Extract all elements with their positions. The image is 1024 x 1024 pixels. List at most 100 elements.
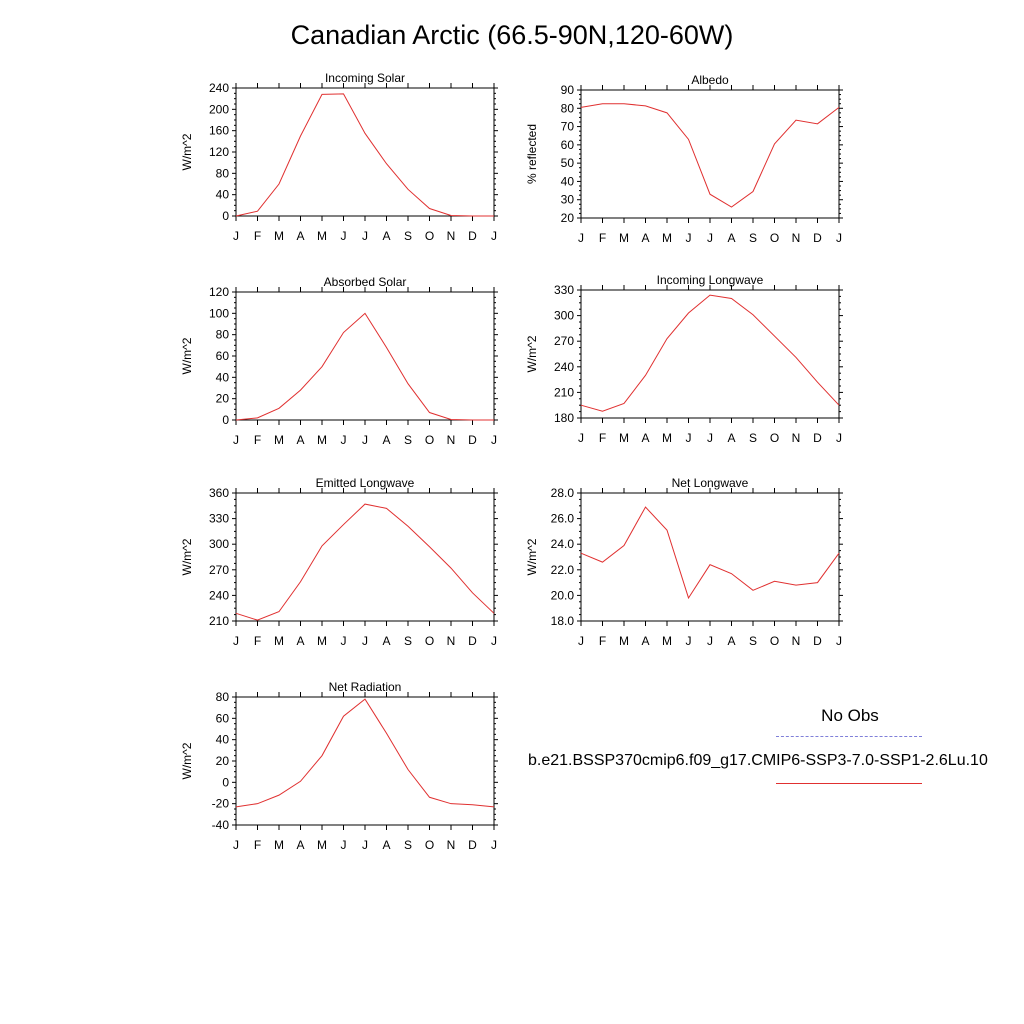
y-tick-label: 330: [209, 512, 229, 526]
y-tick-label: 120: [209, 145, 229, 159]
x-tick-label: N: [792, 634, 801, 648]
plot-frame: [580, 492, 840, 622]
x-tick-label: J: [707, 231, 713, 245]
x-tick-label: S: [404, 229, 412, 243]
chart-title: Net Radiation: [329, 680, 402, 694]
x-tick-label: J: [341, 634, 347, 648]
x-tick-label: J: [707, 634, 713, 648]
chart-title: Net Longwave: [672, 476, 749, 490]
x-tick-label: J: [707, 431, 713, 445]
x-tick-label: J: [341, 838, 347, 852]
x-tick-label: D: [813, 634, 822, 648]
series-line-net-longwave: [580, 506, 840, 600]
y-tick-label: 60: [216, 711, 230, 725]
plot-frame: [580, 289, 840, 419]
y-tick-label: 180: [554, 411, 574, 425]
x-tick-label: A: [727, 231, 735, 245]
y-tick-label: 240: [554, 360, 574, 374]
x-tick-label: J: [362, 433, 368, 447]
x-tick-label: A: [382, 838, 390, 852]
x-tick-label: J: [686, 431, 692, 445]
x-tick-label: J: [491, 229, 497, 243]
plot-frame: [235, 87, 495, 217]
x-tick-label: J: [233, 433, 239, 447]
x-tick-label: M: [274, 229, 284, 243]
x-tick-label: N: [447, 433, 456, 447]
x-tick-label: N: [447, 634, 456, 648]
x-tick-label: A: [641, 431, 649, 445]
x-tick-label: J: [362, 634, 368, 648]
y-tick-label: 40: [216, 370, 230, 384]
x-tick-label: S: [749, 431, 757, 445]
x-tick-label: F: [599, 431, 606, 445]
chart-svg-incoming-longwave: Incoming Longwave W/m^2 180 210 240 270 300 330…: [525, 273, 843, 445]
y-tick-label: 20: [216, 392, 230, 406]
x-tick-label: J: [686, 231, 692, 245]
x-tick-label: J: [341, 433, 347, 447]
y-tick-label: 330: [554, 283, 574, 297]
x-tick-label: F: [254, 838, 261, 852]
panel-incoming-longwave: Incoming Longwave W/m^2 180 210 240 270 300 330…: [520, 268, 860, 458]
x-tick-label: O: [770, 231, 779, 245]
x-tick-label: F: [599, 231, 606, 245]
x-tick-label: F: [599, 634, 606, 648]
x-tick-label: S: [404, 433, 412, 447]
x-tick-label: M: [662, 431, 672, 445]
y-axis-label: W/m^2: [180, 337, 194, 374]
x-tick-label: F: [254, 634, 261, 648]
y-tick-label: -40: [212, 818, 230, 832]
x-tick-label: A: [296, 229, 304, 243]
y-tick-label: 30: [561, 193, 575, 207]
y-tick-label: -20: [212, 797, 230, 811]
y-tick-label: 20.0: [551, 588, 575, 602]
y-tick-label: 240: [209, 81, 229, 95]
y-tick-label: 270: [209, 563, 229, 577]
x-tick-label: A: [382, 229, 390, 243]
chart-title: Absorbed Solar: [324, 275, 407, 289]
panel-emitted-longwave: Emitted Longwave W/m^2 210 240 270 300 330 360 J…: [175, 471, 515, 661]
x-tick-label: M: [619, 231, 629, 245]
y-tick-label: 28.0: [551, 486, 575, 500]
chart-title: Emitted Longwave: [316, 476, 415, 490]
y-tick-label: 50: [561, 156, 575, 170]
y-tick-label: 300: [209, 537, 229, 551]
y-tick-label: 26.0: [551, 512, 575, 526]
x-tick-label: D: [813, 231, 822, 245]
x-tick-label: J: [836, 431, 842, 445]
x-tick-label: J: [578, 431, 584, 445]
panel-net-radiation: Net Radiation W/m^2 -40 -20 0 20 40 60 80 J F M A M J J…: [175, 675, 515, 865]
x-tick-label: J: [491, 433, 497, 447]
plot-frame: [235, 696, 495, 826]
plot-frame: [235, 291, 495, 421]
y-tick-label: 40: [216, 733, 230, 747]
x-tick-label: J: [836, 231, 842, 245]
y-tick-label: 210: [554, 385, 574, 399]
x-tick-label: M: [274, 838, 284, 852]
legend-case-label: b.e21.BSSP370cmip6.f09_g17.CMIP6-SSP3-7.…: [528, 752, 988, 769]
chart-title: Incoming Solar: [325, 71, 405, 85]
x-tick-label: J: [491, 634, 497, 648]
series-line-net-radiation: [235, 698, 495, 808]
x-tick-label: F: [254, 433, 261, 447]
x-tick-label: O: [425, 229, 434, 243]
series-line-incoming-solar: [235, 93, 494, 217]
y-axis-label: % reflected: [525, 124, 539, 184]
y-tick-label: 60: [216, 349, 230, 363]
x-tick-label: S: [404, 838, 412, 852]
x-tick-label: D: [468, 229, 477, 243]
x-tick-label: M: [274, 433, 284, 447]
x-tick-label: J: [491, 838, 497, 852]
panel-incoming-solar: Incoming Solar W/m^2 0 40 80 120 160 200 240 J F M A…: [175, 66, 515, 256]
y-tick-label: 0: [222, 209, 229, 223]
y-tick-label: 90: [561, 83, 575, 97]
x-tick-label: O: [425, 634, 434, 648]
x-tick-label: A: [296, 838, 304, 852]
y-tick-label: 0: [222, 775, 229, 789]
x-tick-label: J: [341, 229, 347, 243]
x-tick-label: J: [836, 634, 842, 648]
x-tick-label: M: [317, 634, 327, 648]
x-tick-label: O: [770, 634, 779, 648]
y-axis-label: W/m^2: [180, 742, 194, 779]
x-tick-label: A: [641, 231, 649, 245]
